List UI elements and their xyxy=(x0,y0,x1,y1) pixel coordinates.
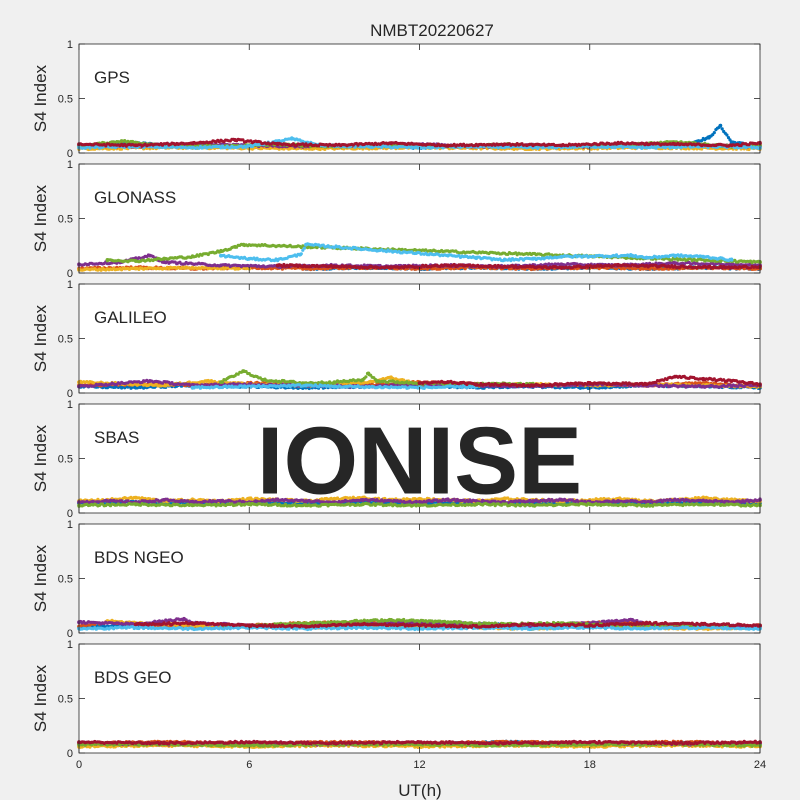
data-point xyxy=(119,139,124,143)
y-axis-label: S4 Index xyxy=(31,64,50,132)
data-point xyxy=(105,258,110,262)
y-tick-label: 1 xyxy=(67,39,73,51)
axes-background xyxy=(79,44,760,153)
data-point xyxy=(718,123,723,128)
data-point xyxy=(712,131,716,135)
data-point xyxy=(190,265,195,270)
data-point xyxy=(233,244,238,249)
data-point xyxy=(133,266,138,271)
data-point xyxy=(332,143,337,148)
data-point xyxy=(446,143,450,148)
data-point xyxy=(302,246,306,250)
data-point xyxy=(133,143,138,148)
data-point xyxy=(289,136,294,141)
panel-label: GPS xyxy=(94,68,130,87)
data-point xyxy=(190,141,195,146)
data-points xyxy=(77,123,762,152)
data-point xyxy=(241,242,246,247)
data-point xyxy=(720,127,724,131)
data-point xyxy=(729,140,734,145)
data-point xyxy=(190,254,195,259)
data-point xyxy=(219,263,223,268)
data-point xyxy=(233,138,238,142)
data-point xyxy=(389,141,393,146)
data-point xyxy=(725,133,729,137)
data-point xyxy=(707,135,711,140)
data-point xyxy=(502,142,507,147)
data-point xyxy=(673,142,677,147)
data-point xyxy=(219,249,223,254)
data-point xyxy=(148,253,152,258)
data-point xyxy=(729,143,734,148)
data-point xyxy=(726,136,731,140)
data-point xyxy=(616,141,620,146)
data-point xyxy=(559,143,564,148)
data-point xyxy=(133,259,138,263)
data-point xyxy=(190,145,195,150)
data-point xyxy=(275,142,280,147)
data-point xyxy=(162,256,167,261)
y-tick-label: 0.5 xyxy=(58,94,73,106)
